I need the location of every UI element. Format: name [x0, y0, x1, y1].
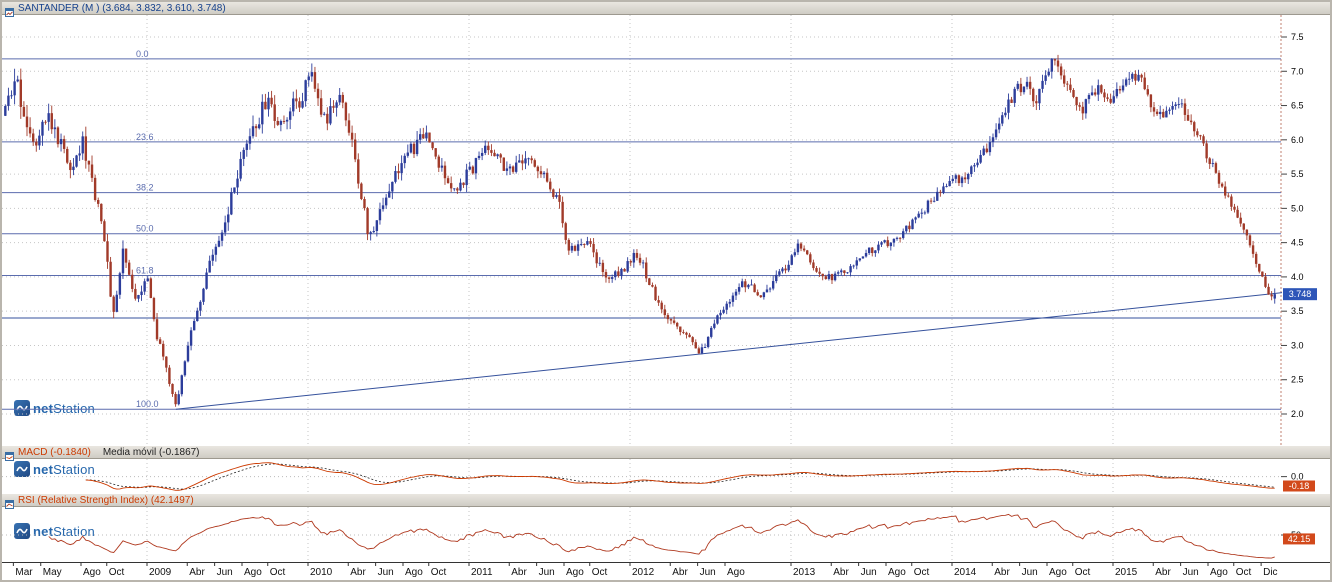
svg-text:Oct: Oct [914, 567, 930, 578]
svg-text:Oct: Oct [592, 567, 608, 578]
svg-text:4.5: 4.5 [1291, 238, 1304, 248]
svg-text:Oct: Oct [1236, 567, 1252, 578]
trend-line [175, 292, 1283, 410]
netstation-logo-icon [14, 400, 30, 416]
svg-text:Ago: Ago [727, 567, 745, 578]
svg-text:Jun: Jun [1022, 567, 1038, 578]
svg-text:3.0: 3.0 [1291, 340, 1304, 350]
svg-text:Jun: Jun [539, 567, 555, 578]
svg-text:Jun: Jun [217, 567, 233, 578]
macd-title: MACD (-0.1840) [18, 446, 91, 458]
svg-text:Abr: Abr [672, 567, 688, 578]
svg-text:Oct: Oct [431, 567, 447, 578]
svg-text:0.0: 0.0 [136, 49, 149, 59]
svg-text:-0.18: -0.18 [1289, 481, 1310, 491]
svg-text:2014: 2014 [954, 567, 977, 578]
svg-text:Ago: Ago [405, 567, 423, 578]
svg-text:6.5: 6.5 [1291, 101, 1304, 111]
svg-text:38.2: 38.2 [136, 183, 154, 193]
svg-text:Oct: Oct [1075, 567, 1091, 578]
time-axis[interactable]: Mar May Ago Oct 2009 Abr Jun Ago Oct 2010 Abr Jun Ag… [2, 562, 1330, 580]
macd-signal-line [85, 463, 1275, 490]
svg-text:0.0: 0.0 [1291, 472, 1304, 482]
svg-text:100.0: 100.0 [136, 399, 159, 409]
svg-text:Jun: Jun [1183, 567, 1199, 578]
svg-text:2009: 2009 [149, 567, 172, 578]
svg-text:Abr: Abr [833, 567, 849, 578]
svg-text:6.0: 6.0 [1291, 135, 1304, 145]
svg-text:Abr: Abr [189, 567, 205, 578]
price-chart[interactable]: 7.5 7.0 6.5 6.0 5.5 5.0 4.5 4.0 3.5 3.0 2.5 2.0 0.0 2… [2, 15, 1330, 446]
rsi-line [48, 513, 1275, 559]
svg-text:42.15: 42.15 [1288, 534, 1311, 544]
svg-text:Abr: Abr [511, 567, 527, 578]
svg-text:2.0: 2.0 [1291, 409, 1304, 419]
svg-text:Jun: Jun [378, 567, 394, 578]
svg-text:23.6: 23.6 [136, 132, 154, 142]
svg-text:5.0: 5.0 [1291, 203, 1304, 213]
svg-text:Abr: Abr [350, 567, 366, 578]
svg-text:Abr: Abr [1155, 567, 1171, 578]
svg-text:2015: 2015 [1115, 567, 1138, 578]
svg-text:Dic: Dic [1263, 567, 1277, 578]
svg-text:2013: 2013 [793, 567, 816, 578]
svg-text:3.748: 3.748 [1289, 289, 1312, 299]
panel-icon [5, 496, 14, 509]
main-panel-title: SANTANDER (M ) (3.684, 3.832, 3.610, 3.7… [18, 2, 226, 14]
netstation-logo-icon [14, 461, 30, 477]
macd-line [85, 462, 1275, 491]
svg-text:2012: 2012 [632, 567, 655, 578]
svg-text:7.0: 7.0 [1291, 66, 1304, 76]
svg-text:Ago: Ago [566, 567, 584, 578]
netstation-logo-text: netStation [33, 461, 95, 477]
svg-text:2011: 2011 [471, 567, 493, 578]
netstation-logo-text: netStation [33, 400, 95, 416]
svg-text:Mar: Mar [15, 567, 33, 578]
svg-text:May: May [43, 567, 62, 578]
svg-text:Ago: Ago [888, 567, 906, 578]
macd-panel-titlebar[interactable]: MACD (-0.1840) Media móvil (-0.1867) [2, 446, 1330, 461]
svg-text:Ago: Ago [83, 567, 101, 578]
svg-text:Jun: Jun [700, 567, 716, 578]
last-price-badge [1283, 288, 1317, 301]
svg-text:7.5: 7.5 [1291, 32, 1304, 42]
svg-text:Oct: Oct [109, 567, 125, 578]
rsi-chart[interactable]: 5042.15 [2, 507, 1330, 562]
svg-text:Jun: Jun [861, 567, 877, 578]
svg-text:4.0: 4.0 [1291, 272, 1304, 282]
svg-text:Abr: Abr [994, 567, 1010, 578]
svg-text:50.0: 50.0 [136, 224, 154, 234]
svg-text:5.5: 5.5 [1291, 169, 1304, 179]
netstation-watermark: netStation [14, 461, 95, 477]
svg-text:Ago: Ago [244, 567, 262, 578]
svg-text:2010: 2010 [310, 567, 333, 578]
macd-value-badge [1283, 480, 1315, 492]
svg-text:Ago: Ago [1210, 567, 1228, 578]
macd-chart[interactable]: 0.0-0.18 [2, 459, 1330, 494]
macd-signal-title: Media móvil (-0.1867) [102, 446, 200, 458]
rsi-value-badge [1283, 533, 1315, 545]
rsi-title: RSI (Relative Strength Index) (42.1497) [18, 494, 194, 506]
svg-text:3.5: 3.5 [1291, 306, 1304, 316]
netstation-watermark: netStation [14, 523, 95, 539]
panel-icon [5, 4, 14, 17]
svg-text:Ago: Ago [1049, 567, 1067, 578]
panel-icon [5, 448, 14, 461]
svg-text:61.8: 61.8 [136, 266, 154, 276]
netstation-watermark: netStation [14, 400, 95, 416]
main-panel-titlebar[interactable]: SANTANDER (M ) (3.684, 3.832, 3.610, 3.7… [2, 2, 1330, 17]
rsi-panel-titlebar[interactable]: RSI (Relative Strength Index) (42.1497) [2, 494, 1330, 509]
netstation-logo-text: netStation [33, 523, 95, 539]
svg-text:Oct: Oct [270, 567, 286, 578]
svg-text:2.5: 2.5 [1291, 375, 1304, 385]
